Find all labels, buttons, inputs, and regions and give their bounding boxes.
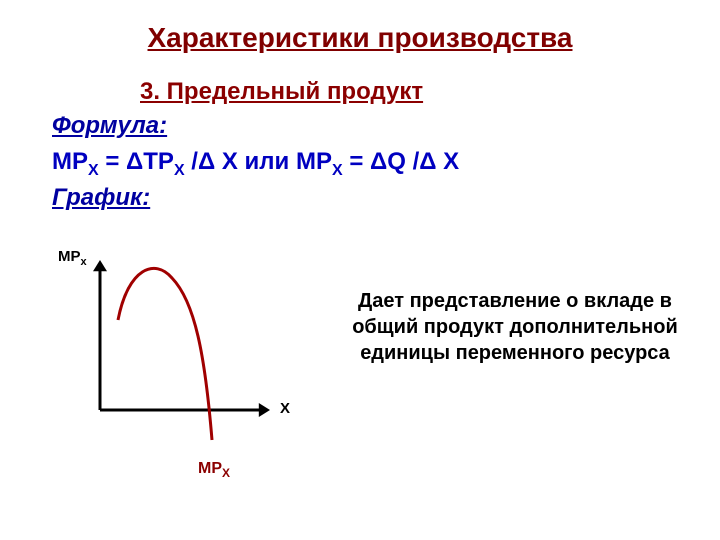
description-text: Дает представление о вкладе в общий прод… (345, 288, 685, 366)
curve-label: MPX (198, 460, 230, 480)
x-axis-label: X (280, 400, 290, 417)
slide-subtitle: 3. Предельный продукт (140, 78, 423, 106)
y-axis-label: MPx (58, 248, 87, 268)
slide-title: Характеристики производства (0, 22, 720, 54)
mp-chart: MPx X MPX (60, 260, 340, 490)
formula-label: Формула: (52, 112, 167, 140)
graph-label: График: (52, 184, 150, 212)
formula-text: MPX = ΔTPX /Δ X или MPX = ΔQ /Δ X (52, 148, 459, 180)
chart-svg (60, 260, 340, 490)
